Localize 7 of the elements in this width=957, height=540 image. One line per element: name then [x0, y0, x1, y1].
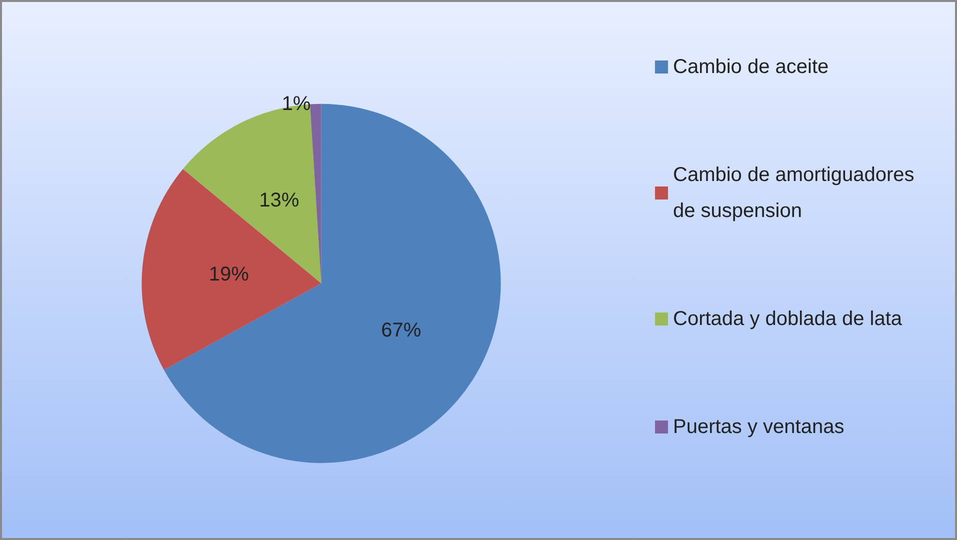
- data-label: 13%: [259, 190, 300, 212]
- legend-label: Cortada y doblada de lata: [673, 308, 903, 330]
- legend-label: Cambio de amortiguadores de suspension: [673, 164, 920, 222]
- data-label: 19%: [208, 264, 250, 286]
- legend-label: Cambio de aceite: [673, 56, 829, 78]
- data-label: 67%: [381, 320, 422, 342]
- legend-label: Puertas y ventanas: [673, 416, 844, 438]
